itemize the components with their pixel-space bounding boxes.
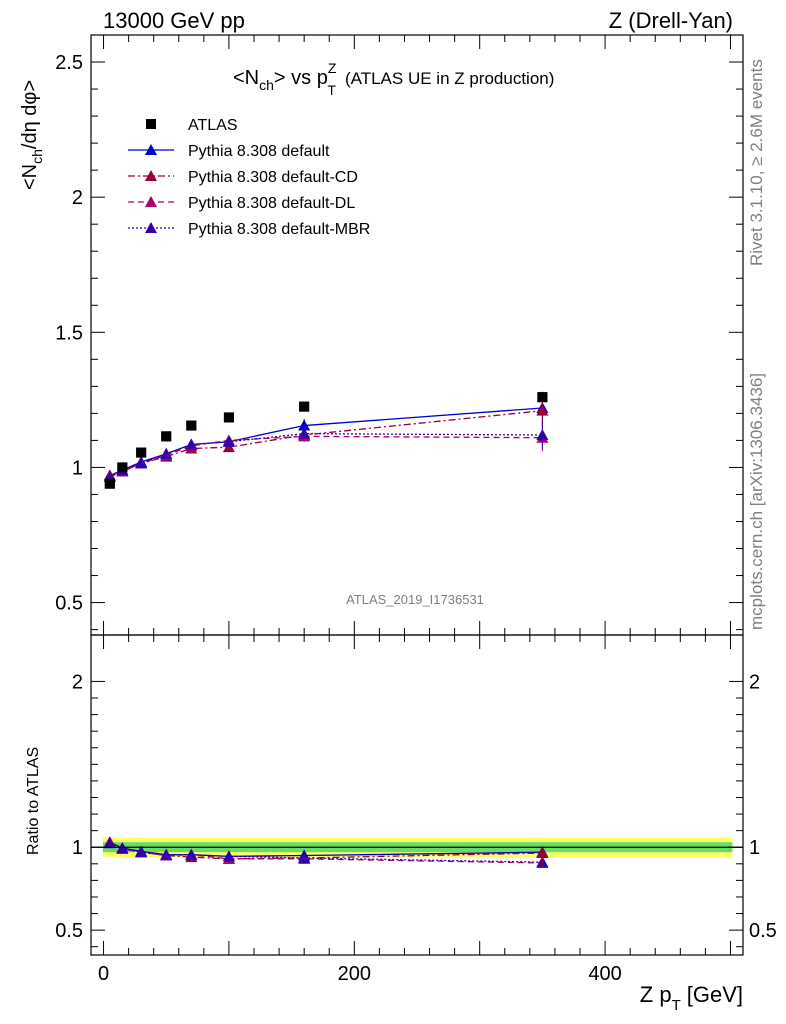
x-tick-label: 0 bbox=[98, 963, 109, 985]
ratio-ytick-label-right: 0.5 bbox=[749, 920, 777, 942]
title-sub2: T bbox=[327, 82, 336, 98]
ratio-series-point bbox=[160, 848, 173, 860]
series-line bbox=[109, 407, 543, 477]
main-y-axis: 0.5 1 1.5 2 2.5 bbox=[55, 34, 743, 631]
legend-entry: Pythia 8.308 default-CD bbox=[128, 169, 358, 186]
main-series-group bbox=[103, 391, 549, 489]
atlas-data-point bbox=[136, 447, 147, 458]
legend-entry: ATLAS bbox=[146, 117, 238, 134]
legend-marker bbox=[145, 170, 157, 181]
x-tick-label: 400 bbox=[588, 963, 621, 985]
legend-label: Pythia 8.308 default-CD bbox=[188, 169, 358, 186]
main-ylabel: <Nch/dη dφ> bbox=[19, 80, 45, 190]
x-axis: 0 200 400 bbox=[98, 35, 731, 985]
legend-label: Pythia 8.308 default bbox=[188, 143, 330, 160]
legend-label: ATLAS bbox=[188, 117, 238, 134]
ratio-series-point bbox=[298, 852, 311, 864]
atlas-data-point bbox=[117, 462, 128, 473]
series-line bbox=[109, 432, 543, 478]
legend-label: Pythia 8.308 default-DL bbox=[188, 195, 355, 212]
legend-marker bbox=[145, 144, 157, 155]
title-mid: > vs p bbox=[274, 67, 328, 89]
ylabel-a: <N bbox=[19, 164, 41, 190]
main-ytick-label: 0.5 bbox=[55, 593, 83, 615]
series-point bbox=[536, 429, 549, 440]
header-left: 13000 GeV pp bbox=[103, 8, 245, 33]
header-right: Z (Drell-Yan) bbox=[609, 8, 733, 33]
atlas-data-point bbox=[223, 412, 234, 423]
legend-entry: Pythia 8.308 default-DL bbox=[128, 195, 355, 212]
ratio-y-axis: 0.5 0.5 1 1 2 2 bbox=[55, 671, 777, 948]
atlas-data-point bbox=[186, 420, 197, 431]
atlas-data-point bbox=[104, 478, 115, 489]
title-sup: Z bbox=[328, 60, 337, 76]
x-axis-label: Z pT [GeV] bbox=[640, 982, 743, 1014]
x-tick-label: 200 bbox=[338, 963, 371, 985]
xlabel-b: [GeV] bbox=[687, 982, 743, 1007]
title-tail: (ATLAS UE in Z production) bbox=[345, 69, 554, 88]
series-point bbox=[185, 438, 198, 450]
rivet-label: Rivet 3.1.10, ≥ 2.6M events bbox=[747, 59, 766, 266]
atlas-data-point bbox=[537, 392, 548, 403]
analysis-watermark: ATLAS_2019_I1736531 bbox=[346, 592, 484, 607]
ratio-ytick-label: 0.5 bbox=[55, 920, 83, 942]
main-ytick-label: 2.5 bbox=[55, 52, 83, 74]
series-point bbox=[298, 419, 311, 431]
legend-entry: Pythia 8.308 default bbox=[128, 143, 330, 160]
ratio-series-point bbox=[135, 846, 148, 858]
ylabel-sub: ch bbox=[29, 149, 45, 164]
xlabel-sub: T bbox=[672, 997, 681, 1014]
ratio-ytick-label-right: 2 bbox=[749, 671, 760, 693]
main-ytick-label: 2 bbox=[72, 187, 83, 209]
ratio-ytick-label: 2 bbox=[72, 671, 83, 693]
ratio-ylabel: Ratio to ATLAS bbox=[25, 747, 42, 855]
atlas-data-point bbox=[161, 431, 172, 442]
legend-entry: Pythia 8.308 default-MBR bbox=[128, 221, 370, 238]
ratio-ytick-label-right: 1 bbox=[749, 837, 760, 859]
legend-marker bbox=[145, 222, 157, 233]
series-point bbox=[536, 404, 549, 416]
legend: ATLAS Pythia 8.308 default Pythia 8.308 de… bbox=[128, 117, 370, 238]
ratio-series-group bbox=[103, 836, 549, 868]
ratio-series-line bbox=[109, 842, 543, 864]
title-sub1: ch bbox=[259, 77, 274, 93]
series-line bbox=[109, 410, 543, 477]
ratio-panel-frame bbox=[90, 634, 744, 956]
chart-title: <Nch> vs pZ T (ATLAS UE in Z production) bbox=[233, 60, 554, 98]
series-point bbox=[222, 435, 235, 447]
main-ytick-label: 1 bbox=[72, 457, 83, 479]
legend-marker bbox=[145, 196, 157, 207]
ratio-series-point bbox=[185, 848, 198, 860]
title-main: <N bbox=[233, 67, 259, 89]
xlabel-a: Z p bbox=[640, 982, 672, 1007]
mcplots-label: mcplots.cern.ch [arXiv:1306.3436] bbox=[747, 373, 766, 630]
ylabel-b: /dη dφ> bbox=[19, 80, 41, 149]
atlas-data-point bbox=[299, 401, 310, 412]
legend-marker bbox=[146, 119, 156, 129]
ratio-series-point bbox=[103, 837, 116, 849]
series-point bbox=[298, 427, 311, 439]
ratio-ytick-label: 1 bbox=[72, 837, 83, 859]
main-ytick-label: 1.5 bbox=[55, 322, 83, 344]
legend-label: Pythia 8.308 default-MBR bbox=[188, 221, 370, 238]
ratio-series-point bbox=[222, 850, 235, 862]
series-line bbox=[109, 435, 543, 478]
series-point bbox=[135, 457, 148, 469]
series-point bbox=[160, 447, 173, 459]
